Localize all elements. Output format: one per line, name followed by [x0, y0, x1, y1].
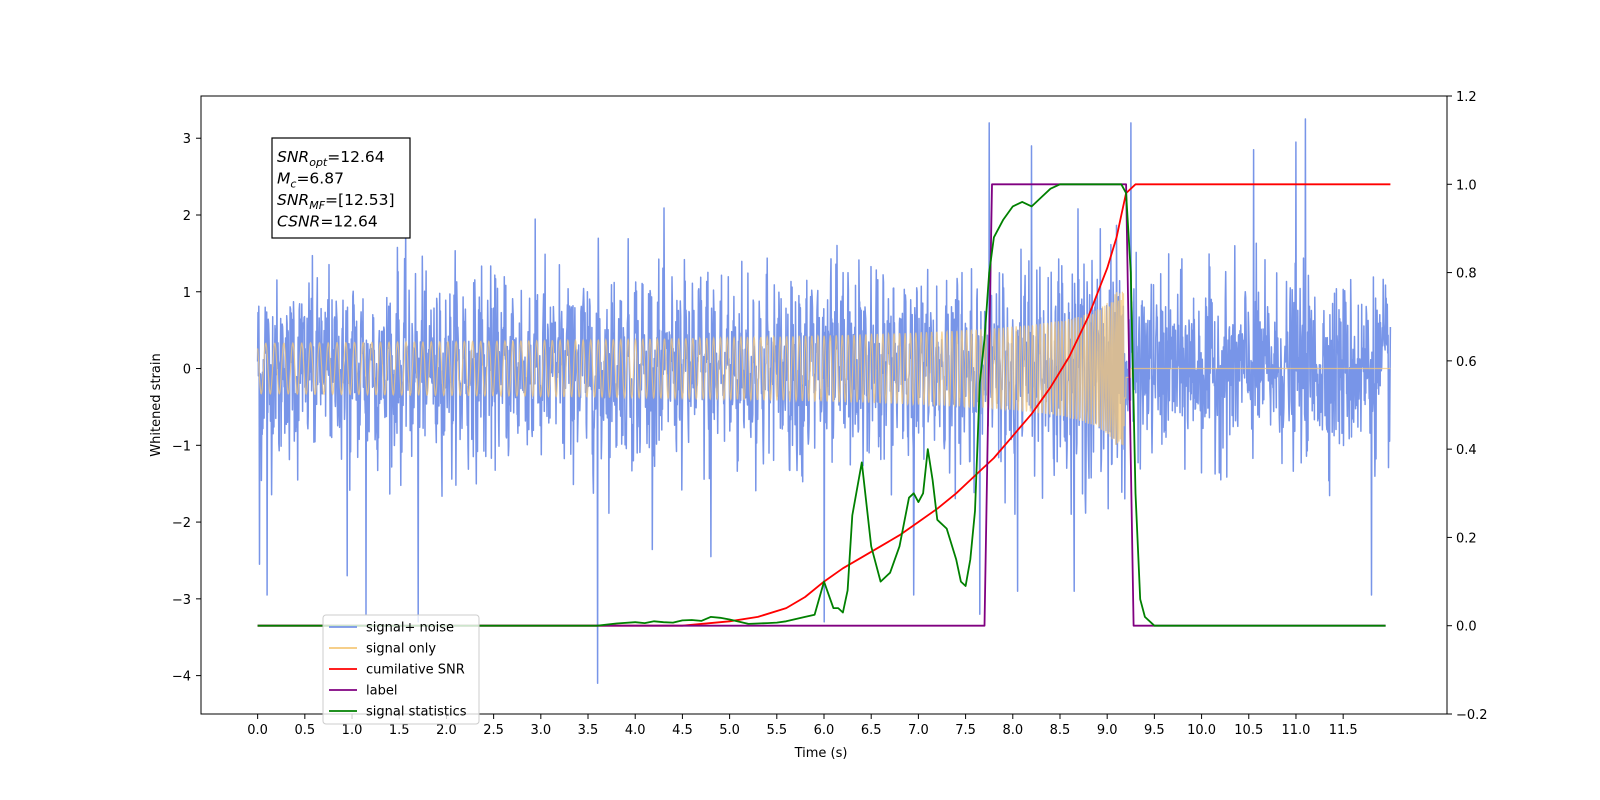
y-left-tick-label: 0: [183, 363, 191, 378]
x-tick-label: 0.0: [247, 723, 268, 738]
y-right-tick-label: 0.0: [1456, 620, 1477, 635]
y-left-tick-label: 2: [183, 209, 191, 224]
y-left-tick-label: −2: [172, 516, 191, 531]
x-tick-label: 11.5: [1329, 723, 1358, 738]
x-tick-label: 9.5: [1144, 723, 1165, 738]
x-tick-label: 3.5: [578, 723, 599, 738]
x-tick-label: 1.5: [389, 723, 410, 738]
annotation-line: Mc=6.87: [277, 170, 344, 191]
x-tick-label: 2.5: [483, 723, 504, 738]
x-tick-label: 8.5: [1050, 723, 1071, 738]
x-tick-label: 2.0: [436, 723, 457, 738]
y-right-tick-label: 0.8: [1456, 267, 1477, 282]
x-tick-label: 7.5: [955, 723, 976, 738]
y-right-tick-label: 0.2: [1456, 531, 1477, 546]
x-tick-label: 4.5: [672, 723, 693, 738]
x-tick-label: 6.5: [861, 723, 882, 738]
x-tick-label: 7.0: [908, 723, 929, 738]
annotation-line: CSNR=12.64: [277, 213, 378, 231]
legend-label: cumilative SNR: [366, 663, 465, 678]
x-axis-ticks: 0.0 0.5 1.0 1.5 2.0 2.5 3.0 3.5 4.0 4.5 5.0 5.5 6.0 6…: [247, 714, 1358, 738]
x-tick-label: 10.5: [1234, 723, 1263, 738]
x-axis-label: Time (s): [794, 746, 848, 761]
series-line-signal-plus-noise: [256, 118, 1392, 685]
x-tick-label: 8.0: [1002, 723, 1023, 738]
y-left-tick-label: −1: [172, 439, 191, 454]
annotation-line: SNRMF=[12.53]: [277, 191, 395, 212]
y-right-tick-label: 1.2: [1456, 90, 1477, 105]
y-right-tick-label: 0.6: [1456, 355, 1477, 370]
legend-label: signal+ noise: [366, 621, 454, 636]
annotation-box: SNRopt=12.64Mc=6.87SNRMF=[12.53]CSNR=12.…: [271, 137, 411, 239]
annotation-frame: [271, 137, 411, 239]
x-tick-label: 11.0: [1281, 723, 1310, 738]
y-left-tick-label: 1: [183, 286, 191, 301]
x-tick-label: 5.5: [766, 723, 787, 738]
legend-label: signal only: [366, 642, 436, 657]
y-right-tick-label: −0.2: [1456, 708, 1488, 723]
y-axis-right-ticks: 1.2 1.0 0.8 0.6 0.4 0.2 0.0 −0.2: [1447, 90, 1488, 723]
y-left-tick-label: −4: [172, 670, 191, 685]
legend-label: label: [366, 684, 397, 699]
x-tick-label: 1.0: [342, 723, 363, 738]
y-right-tick-label: 1.0: [1456, 178, 1477, 193]
x-tick-label: 10.0: [1187, 723, 1216, 738]
legend-label: signal statistics: [366, 705, 467, 720]
x-tick-label: 3.0: [530, 723, 551, 738]
x-tick-label: 5.0: [719, 723, 740, 738]
legend: signal+ noise signal only cumilative SNR la…: [322, 614, 480, 725]
plot-area: [256, 118, 1392, 685]
legend-frame: [322, 614, 480, 725]
x-tick-label: 9.0: [1097, 723, 1118, 738]
y-axis-left-ticks: 3 2 1 0 −1 −2 −3 −4: [172, 132, 201, 685]
series-line-signal-only: [257, 291, 1391, 446]
x-tick-label: 6.0: [814, 723, 835, 738]
y-left-tick-label: −3: [172, 593, 191, 608]
annotation-line: SNRopt=12.64: [277, 148, 385, 169]
y-right-tick-label: 0.4: [1456, 443, 1477, 458]
y-axis-left-label: Whitened strain: [149, 353, 164, 456]
series-line-signal-statistics: [257, 183, 1386, 627]
y-left-tick-label: 3: [183, 132, 191, 147]
x-tick-label: 0.5: [294, 723, 315, 738]
x-tick-label: 4.0: [625, 723, 646, 738]
